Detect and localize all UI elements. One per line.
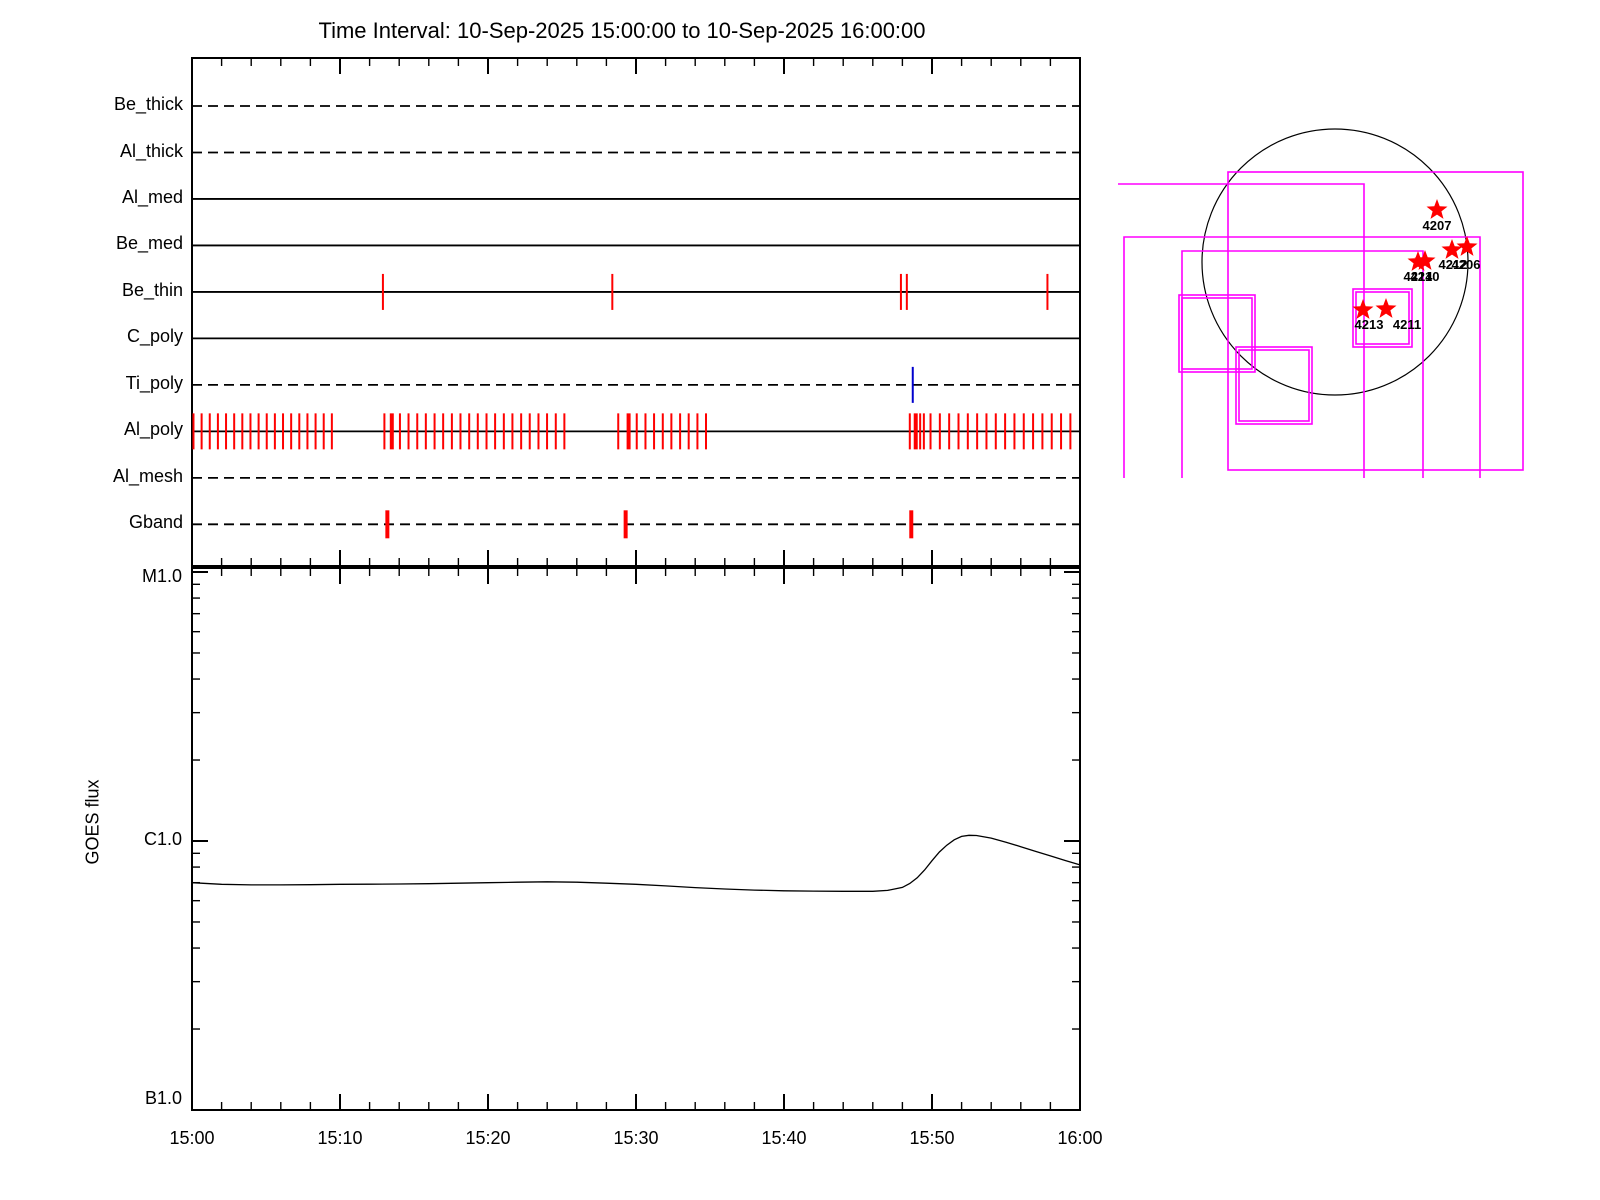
goes-ytick-C1.0: C1.0 (143, 829, 182, 849)
ar-label-4214: 4214 (1403, 269, 1433, 284)
filter-row-label-Be_thin: Be_thin (121, 279, 183, 300)
time-label-15:40: 15:40 (761, 1128, 807, 1148)
ar-label-4210: 4210 (1410, 269, 1440, 284)
ar-star-4213 (1352, 299, 1374, 319)
fov-box (1227, 171, 1524, 471)
ar-star-4206 (1456, 236, 1478, 256)
filter-row-label-Be_thick: Be_thick (113, 94, 183, 114)
filter-row-label-Be_med: Be_med (115, 233, 183, 254)
ar-label-4206: 4206 (1451, 257, 1481, 272)
ar-label-4213: 4213 (1354, 317, 1384, 332)
ar-star-4210 (1414, 250, 1436, 270)
fov-outline (1118, 183, 1365, 478)
goes-curve (191, 834, 1081, 892)
goes-y-ticks (192, 571, 1080, 1030)
ar-label-4212: 4212 (1438, 257, 1468, 272)
solar-map (1118, 128, 1524, 478)
time-label-15:00: 15:00 (169, 1128, 215, 1148)
filter-rows (192, 105, 1080, 526)
fov-box-inner (1355, 291, 1410, 345)
solar-disk-circle (1201, 128, 1469, 396)
goes-flux-curve (191, 834, 1081, 892)
filter-row-label-C_poly: C_poly (126, 326, 183, 347)
time-label-15:30: 15:30 (613, 1128, 659, 1148)
ar-label-4211: 4211 (1392, 317, 1422, 332)
filter-row-label-Al_thick: Al_thick (119, 140, 183, 161)
active-region-stars (1352, 199, 1478, 319)
fov-box (1235, 346, 1313, 425)
ar-star-4211 (1375, 298, 1397, 318)
fov-box-inner (1181, 297, 1253, 370)
fov-box (1352, 288, 1413, 348)
exposure-marks (192, 273, 1072, 539)
filter-row-label-Al_med: Al_med (121, 187, 183, 207)
goes-axis-title: GOES flux (82, 779, 103, 865)
ar-star-4207 (1426, 199, 1448, 219)
time-label-15:50: 15:50 (909, 1128, 955, 1148)
filter-row-label-Gband: Gband (128, 512, 183, 533)
fov-outline (1181, 250, 1424, 478)
goes-ytick-M1.0: M1.0 (141, 566, 182, 586)
goes-ytick-B1.0: B1.0 (144, 1088, 182, 1108)
time-label-15:20: 15:20 (465, 1128, 511, 1148)
filter-row-label-Al_mesh: Al_mesh (112, 465, 183, 486)
ar-star-4214 (1407, 251, 1429, 271)
fov-outline (1123, 236, 1481, 478)
figure-title: Time Interval: 10-Sep-2025 15:00:00 to 1… (318, 18, 926, 43)
filter-row-label-Al_poly: Al_poly (123, 419, 183, 440)
fov-box (1178, 294, 1256, 373)
fov-box-inner (1238, 349, 1310, 422)
ar-star-4212 (1441, 239, 1463, 259)
time-label-15:10: 15:10 (317, 1128, 363, 1148)
filter-row-label-Ti_poly: Ti_poly (125, 372, 183, 393)
time-axis-ticks (191, 58, 1081, 1110)
ar-label-4207: 4207 (1422, 218, 1452, 233)
time-label-16:00: 16:00 (1057, 1128, 1103, 1148)
